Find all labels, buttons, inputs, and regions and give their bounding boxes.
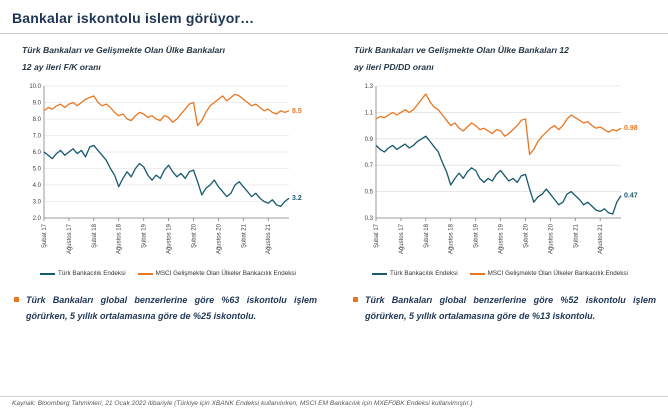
legend-label-turk: Türk Bankacılık Endeksi xyxy=(390,270,458,278)
svg-text:6.0: 6.0 xyxy=(33,150,42,156)
svg-text:Şubat 18: Şubat 18 xyxy=(92,224,98,249)
svg-text:3.2: 3.2 xyxy=(292,196,302,203)
svg-text:Şubat 17: Şubat 17 xyxy=(374,224,380,249)
charts-row: Türk Bankaları ve Gelişmekte Olan Ülke B… xyxy=(12,40,656,277)
svg-text:Şubat 21: Şubat 21 xyxy=(241,224,247,249)
svg-text:Ağustos 18: Ağustos 18 xyxy=(117,224,123,255)
fk-chart-title-line2: 12 ay ileri F/K oranı xyxy=(22,62,101,73)
pddd-chart-title-line1: Türk Bankaları ve Gelişmekte Olan Ülke B… xyxy=(354,45,569,55)
svg-text:0.9: 0.9 xyxy=(365,137,374,143)
svg-text:Şubat 17: Şubat 17 xyxy=(42,224,48,249)
pddd-chart-legend: Türk Bankacılık Endeksi MSCI Gelişmekte … xyxy=(344,270,656,277)
svg-text:0.5: 0.5 xyxy=(365,190,374,196)
svg-text:8.0: 8.0 xyxy=(33,117,42,123)
svg-text:5.0: 5.0 xyxy=(33,167,42,173)
svg-text:7.0: 7.0 xyxy=(33,134,42,140)
em-line-swatch xyxy=(469,272,485,275)
fk-line-chart: 2.0 3.0 4.0 5.0 6.0 7.0 8.0 9.0 10.0 Şubat 17 Ağus… xyxy=(29,84,302,255)
bullet-pddd-discount: Türk Bankaları global benzerlerine göre … xyxy=(351,293,656,324)
legend-item-turk: Türk Bankacılık Endeksi xyxy=(372,270,458,277)
fk-chart-title-line1: Türk Bankaları ve Gelişmekte Olan Ülke B… xyxy=(22,45,226,55)
bullet-fk-discount: Türk Bankaları global benzerlerine göre … xyxy=(12,293,317,324)
legend-label-em: MSCI Gelişmekte Olan Ülkeler Bankacılık … xyxy=(155,270,296,278)
chart-block-fk: Türk Bankaları ve Gelişmekte Olan Ülke B… xyxy=(12,40,324,277)
em-line-swatch xyxy=(137,272,153,275)
svg-text:3.0: 3.0 xyxy=(33,200,42,206)
source-footnote: Kaynak: Bloomberg Tahminleri, 21 Ocak 20… xyxy=(0,396,668,412)
legend-item-em: MSCI Gelişmekte Olan Ülkeler Bankacılık … xyxy=(137,270,296,278)
svg-text:Ağustos 17: Ağustos 17 xyxy=(399,224,405,255)
fk-chart-legend: Türk Bankacılık Endeksi MSCI Gelişmekte … xyxy=(12,270,324,277)
svg-text:Ağustos 20: Ağustos 20 xyxy=(548,224,554,255)
pddd-chart-title: Türk Bankaları ve Gelişmekte Olan Ülke B… xyxy=(354,42,656,76)
svg-text:Ağustos 19: Ağustos 19 xyxy=(167,224,173,255)
svg-text:Ağustos 17: Ağustos 17 xyxy=(67,224,73,255)
turk-line-swatch xyxy=(372,272,388,275)
bullets-row: Türk Bankaları global benzerlerine göre … xyxy=(12,293,656,324)
title-divider xyxy=(0,33,668,34)
svg-text:Ağustos 18: Ağustos 18 xyxy=(449,224,455,255)
svg-text:Ağustos 19: Ağustos 19 xyxy=(499,224,505,255)
turk-line-swatch xyxy=(40,272,56,275)
svg-text:Ağustos 21: Ağustos 21 xyxy=(598,224,604,255)
svg-text:4.0: 4.0 xyxy=(33,183,42,189)
svg-text:Ağustos 21: Ağustos 21 xyxy=(266,224,272,255)
svg-text:Ağustos 20: Ağustos 20 xyxy=(216,224,222,255)
page-title: Bankalar iskontolu islem görüyor… xyxy=(12,10,255,26)
svg-text:Şubat 20: Şubat 20 xyxy=(524,224,530,249)
legend-label-turk: Türk Bankacılık Endeksi xyxy=(58,270,126,278)
legend-label-em: MSCI Gelişmekte Olan Ülkeler Bankacılık … xyxy=(487,270,628,278)
svg-text:8.5: 8.5 xyxy=(292,108,302,115)
svg-text:Şubat 20: Şubat 20 xyxy=(192,224,198,249)
svg-text:1.1: 1.1 xyxy=(365,111,374,117)
svg-text:9.0: 9.0 xyxy=(33,101,42,107)
svg-text:2.0: 2.0 xyxy=(33,216,42,222)
chart-block-pddd: Türk Bankaları ve Gelişmekte Olan Ülke B… xyxy=(344,40,656,277)
bullet-square-icon xyxy=(14,297,19,303)
svg-text:0.7: 0.7 xyxy=(365,164,374,170)
fk-chart-title: Türk Bankaları ve Gelişmekte Olan Ülke B… xyxy=(22,42,324,76)
bullet-fk-text: Türk Bankaları global benzerlerine göre … xyxy=(26,295,317,321)
svg-text:0.47: 0.47 xyxy=(624,193,638,200)
legend-item-turk: Türk Bankacılık Endeksi xyxy=(40,270,126,277)
svg-text:0.3: 0.3 xyxy=(365,216,374,222)
svg-text:Şubat 21: Şubat 21 xyxy=(573,224,579,249)
bullet-square-icon xyxy=(353,297,358,303)
bullet-pddd-text: Türk Bankaları global benzerlerine göre … xyxy=(365,295,656,321)
pddd-chart-title-line2: ay ileri PD/DD oranı xyxy=(354,62,434,73)
svg-text:10.0: 10.0 xyxy=(29,84,41,90)
pddd-line-chart: 0.3 0.5 0.7 0.9 1.1 1.3 Şubat 17 Ağustos 17 Şuba… xyxy=(365,84,638,255)
svg-text:1.3: 1.3 xyxy=(365,84,374,90)
svg-text:Şubat 19: Şubat 19 xyxy=(142,224,148,249)
legend-item-em: MSCI Gelişmekte Olan Ülkeler Bankacılık … xyxy=(469,270,628,278)
svg-text:0.98: 0.98 xyxy=(624,126,638,133)
svg-text:Şubat 19: Şubat 19 xyxy=(474,224,480,249)
svg-text:Şubat 18: Şubat 18 xyxy=(424,224,430,249)
